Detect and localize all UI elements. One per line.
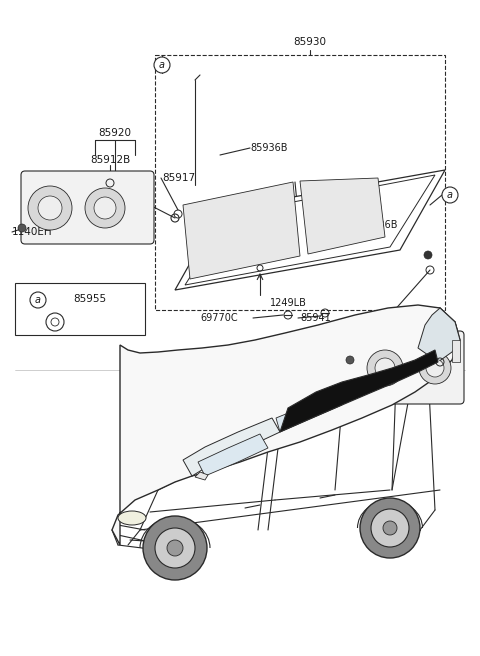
Circle shape bbox=[375, 358, 395, 378]
Polygon shape bbox=[300, 178, 385, 254]
Circle shape bbox=[426, 359, 444, 377]
Bar bbox=[155, 55, 445, 310]
Text: 69770C: 69770C bbox=[200, 313, 238, 323]
Circle shape bbox=[18, 224, 26, 232]
Polygon shape bbox=[112, 305, 460, 545]
Circle shape bbox=[155, 528, 195, 568]
Polygon shape bbox=[183, 182, 300, 279]
Polygon shape bbox=[418, 308, 460, 362]
Ellipse shape bbox=[118, 511, 146, 525]
Text: 85917: 85917 bbox=[162, 173, 195, 183]
Bar bbox=[15, 283, 145, 335]
Polygon shape bbox=[195, 472, 208, 480]
Polygon shape bbox=[198, 434, 268, 476]
Circle shape bbox=[94, 197, 116, 219]
Text: a: a bbox=[35, 295, 41, 305]
Circle shape bbox=[424, 251, 432, 259]
FancyBboxPatch shape bbox=[21, 171, 154, 244]
Circle shape bbox=[419, 352, 451, 384]
Text: 85912B: 85912B bbox=[90, 155, 130, 165]
Circle shape bbox=[371, 509, 409, 547]
Text: 85912B: 85912B bbox=[370, 343, 410, 353]
Circle shape bbox=[167, 540, 183, 556]
Text: 85955: 85955 bbox=[73, 294, 107, 304]
Text: a: a bbox=[447, 190, 453, 200]
Circle shape bbox=[367, 350, 403, 386]
Circle shape bbox=[30, 292, 46, 308]
Circle shape bbox=[346, 356, 354, 364]
Circle shape bbox=[143, 516, 207, 580]
Polygon shape bbox=[185, 175, 435, 285]
Circle shape bbox=[85, 188, 125, 228]
Text: 1140EH: 1140EH bbox=[320, 338, 360, 348]
Bar bbox=[452, 340, 460, 362]
Polygon shape bbox=[276, 390, 342, 432]
Circle shape bbox=[38, 196, 62, 220]
Text: 1140EH: 1140EH bbox=[12, 227, 53, 237]
Text: 1249LB: 1249LB bbox=[270, 298, 307, 308]
FancyBboxPatch shape bbox=[351, 331, 464, 404]
Text: 85941: 85941 bbox=[300, 313, 331, 323]
Text: 85917: 85917 bbox=[423, 348, 456, 358]
Circle shape bbox=[154, 57, 170, 73]
Text: a: a bbox=[159, 60, 165, 70]
Circle shape bbox=[360, 498, 420, 558]
Text: 85936B: 85936B bbox=[360, 220, 397, 230]
Text: 85936B: 85936B bbox=[250, 143, 288, 153]
Text: 85920: 85920 bbox=[98, 128, 132, 138]
Polygon shape bbox=[175, 170, 445, 290]
Circle shape bbox=[28, 186, 72, 230]
Circle shape bbox=[442, 187, 458, 203]
Circle shape bbox=[383, 521, 397, 535]
Polygon shape bbox=[183, 418, 280, 476]
Text: 85910: 85910 bbox=[398, 315, 432, 325]
Text: 85930: 85930 bbox=[293, 37, 326, 47]
Polygon shape bbox=[280, 350, 438, 432]
